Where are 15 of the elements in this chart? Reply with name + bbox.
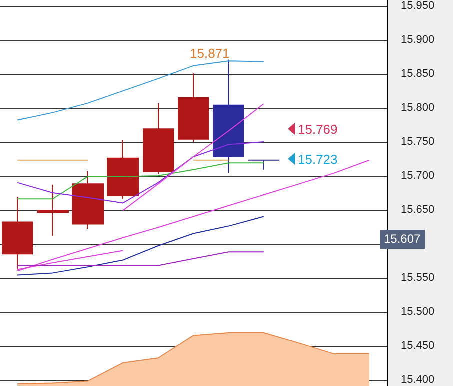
y-tick-label: 15.850 [401, 68, 435, 80]
annotation: 15.723 [298, 152, 338, 167]
y-tick-label: 15.650 [401, 204, 435, 216]
y-tick-label: 15.800 [401, 102, 435, 114]
y-tick-label: 15.700 [401, 170, 435, 182]
annotation: 15.607 [384, 232, 421, 246]
annotation: 15.769 [298, 122, 338, 137]
y-tick-label: 15.950 [401, 0, 435, 12]
y-tick-label: 15.400 [401, 374, 435, 386]
y-tick-label: 15.550 [401, 272, 435, 284]
y-tick-label: 15.450 [401, 340, 435, 352]
y-tick-label: 15.750 [401, 136, 435, 148]
y-tick-label: 15.900 [401, 34, 435, 46]
y-tick-label: 15.500 [401, 306, 435, 318]
annotation: 15.871 [190, 46, 230, 61]
